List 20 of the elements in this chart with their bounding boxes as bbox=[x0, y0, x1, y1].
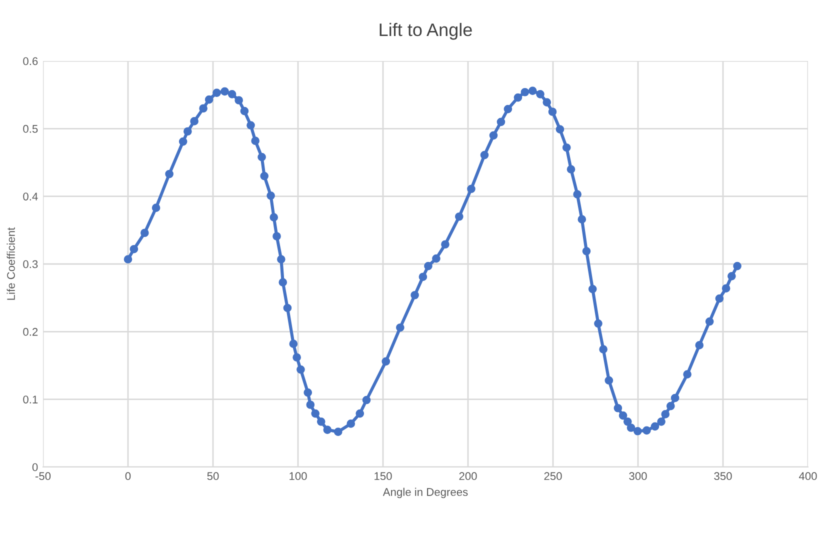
x-tick-label: 100 bbox=[290, 472, 307, 480]
x-tick-label: 0 bbox=[125, 472, 131, 480]
y-tick-label: 0.3 bbox=[23, 260, 38, 268]
y-tick-label: 0.1 bbox=[23, 396, 38, 404]
x-tick-label: 300 bbox=[629, 472, 647, 480]
x-tick-label: 350 bbox=[714, 472, 732, 480]
x-tick-label: 50 bbox=[207, 472, 219, 480]
y-axis-title: Life Coefficient bbox=[6, 227, 15, 300]
x-axis-title: Angle in Degrees bbox=[382, 488, 468, 498]
y-tick-label: 0.6 bbox=[23, 57, 38, 66]
x-tick-label: 400 bbox=[798, 472, 817, 480]
x-tick-label: 150 bbox=[374, 472, 392, 480]
y-tick-label: 0.5 bbox=[23, 124, 38, 133]
x-tick-label: 200 bbox=[459, 472, 477, 480]
chart-title: Lift to Angle bbox=[380, 22, 472, 40]
x-tick-label: -50 bbox=[35, 472, 51, 480]
x-tick-label: 250 bbox=[544, 472, 562, 480]
y-tick-label: 0.2 bbox=[23, 328, 38, 336]
y-tick-label: 0 bbox=[32, 463, 38, 472]
y-tick-label: 0.4 bbox=[23, 192, 38, 200]
